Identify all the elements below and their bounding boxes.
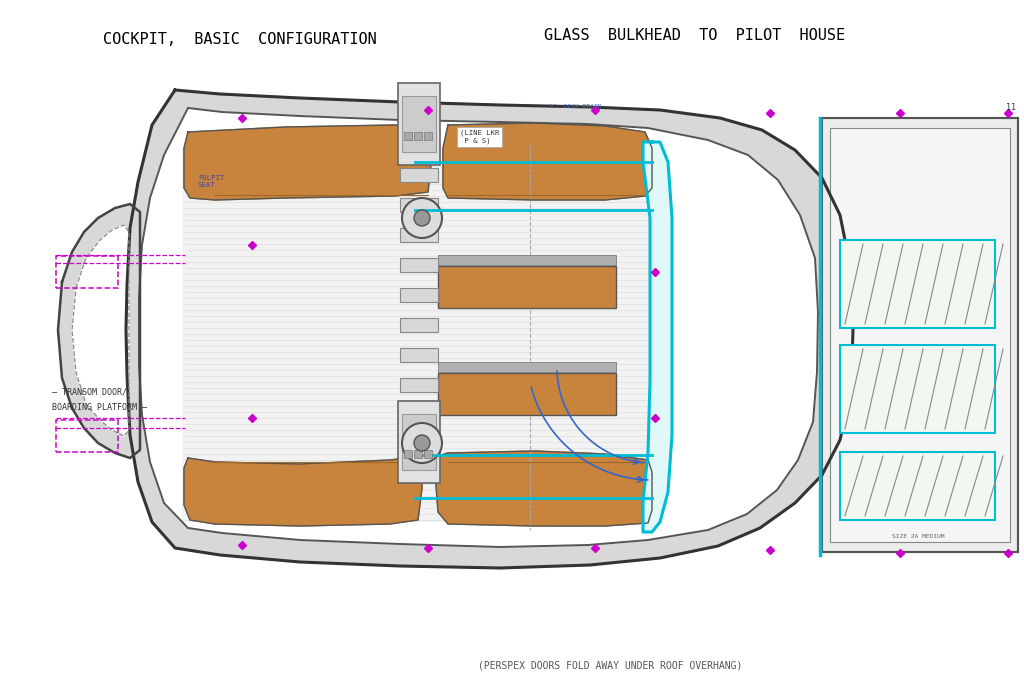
- Bar: [400, 378, 438, 392]
- Circle shape: [414, 435, 430, 451]
- Polygon shape: [126, 90, 853, 568]
- Bar: [438, 362, 616, 372]
- Text: SIZE 2A MEDIUM: SIZE 2A MEDIUM: [892, 533, 944, 538]
- Bar: [438, 266, 616, 308]
- Bar: [424, 132, 432, 140]
- Bar: [400, 198, 438, 212]
- Polygon shape: [139, 108, 818, 547]
- Polygon shape: [435, 451, 652, 526]
- Bar: [400, 408, 438, 422]
- Circle shape: [414, 210, 430, 226]
- Bar: [400, 228, 438, 242]
- Bar: [830, 128, 1010, 542]
- Text: (LINE LKR
 P & S): (LINE LKR P & S): [460, 130, 500, 144]
- Bar: [840, 240, 995, 328]
- Bar: [400, 288, 438, 302]
- Bar: [400, 438, 438, 452]
- Text: 11: 11: [1006, 104, 1016, 113]
- Bar: [822, 118, 1018, 552]
- Polygon shape: [58, 204, 140, 458]
- Bar: [400, 318, 438, 332]
- Text: BOARDING PLATFORM –: BOARDING PLATFORM –: [52, 404, 147, 413]
- Polygon shape: [443, 123, 652, 200]
- Bar: [840, 345, 995, 433]
- Bar: [414, 450, 422, 458]
- Bar: [438, 255, 616, 265]
- Bar: [398, 83, 440, 165]
- Text: (PERSPEX DOORS FOLD AWAY UNDER ROOF OVERHANG): (PERSPEX DOORS FOLD AWAY UNDER ROOF OVER…: [478, 660, 742, 670]
- Circle shape: [402, 423, 442, 463]
- Bar: [402, 414, 436, 470]
- Bar: [404, 450, 412, 458]
- Text: 3"  DECK DRAIN: 3" DECK DRAIN: [549, 104, 601, 109]
- Bar: [400, 348, 438, 362]
- Text: PULPIT
SEAT: PULPIT SEAT: [198, 175, 224, 188]
- Bar: [438, 373, 616, 415]
- Bar: [182, 148, 658, 522]
- Bar: [56, 420, 118, 452]
- Bar: [840, 452, 995, 520]
- Polygon shape: [72, 225, 129, 436]
- Bar: [414, 132, 422, 140]
- Bar: [400, 168, 438, 182]
- Bar: [398, 401, 440, 483]
- Text: COCKPIT,  BASIC  CONFIGURATION: COCKPIT, BASIC CONFIGURATION: [103, 33, 377, 48]
- Circle shape: [402, 198, 442, 238]
- Text: – TRANSOM DOOR/: – TRANSOM DOOR/: [52, 387, 127, 397]
- Bar: [56, 256, 118, 288]
- Polygon shape: [184, 125, 432, 200]
- Polygon shape: [184, 456, 422, 526]
- Polygon shape: [643, 142, 672, 532]
- Bar: [404, 132, 412, 140]
- Bar: [402, 96, 436, 152]
- Bar: [400, 258, 438, 272]
- Text: GLASS  BULKHEAD  TO  PILOT  HOUSE: GLASS BULKHEAD TO PILOT HOUSE: [545, 27, 846, 42]
- Bar: [424, 450, 432, 458]
